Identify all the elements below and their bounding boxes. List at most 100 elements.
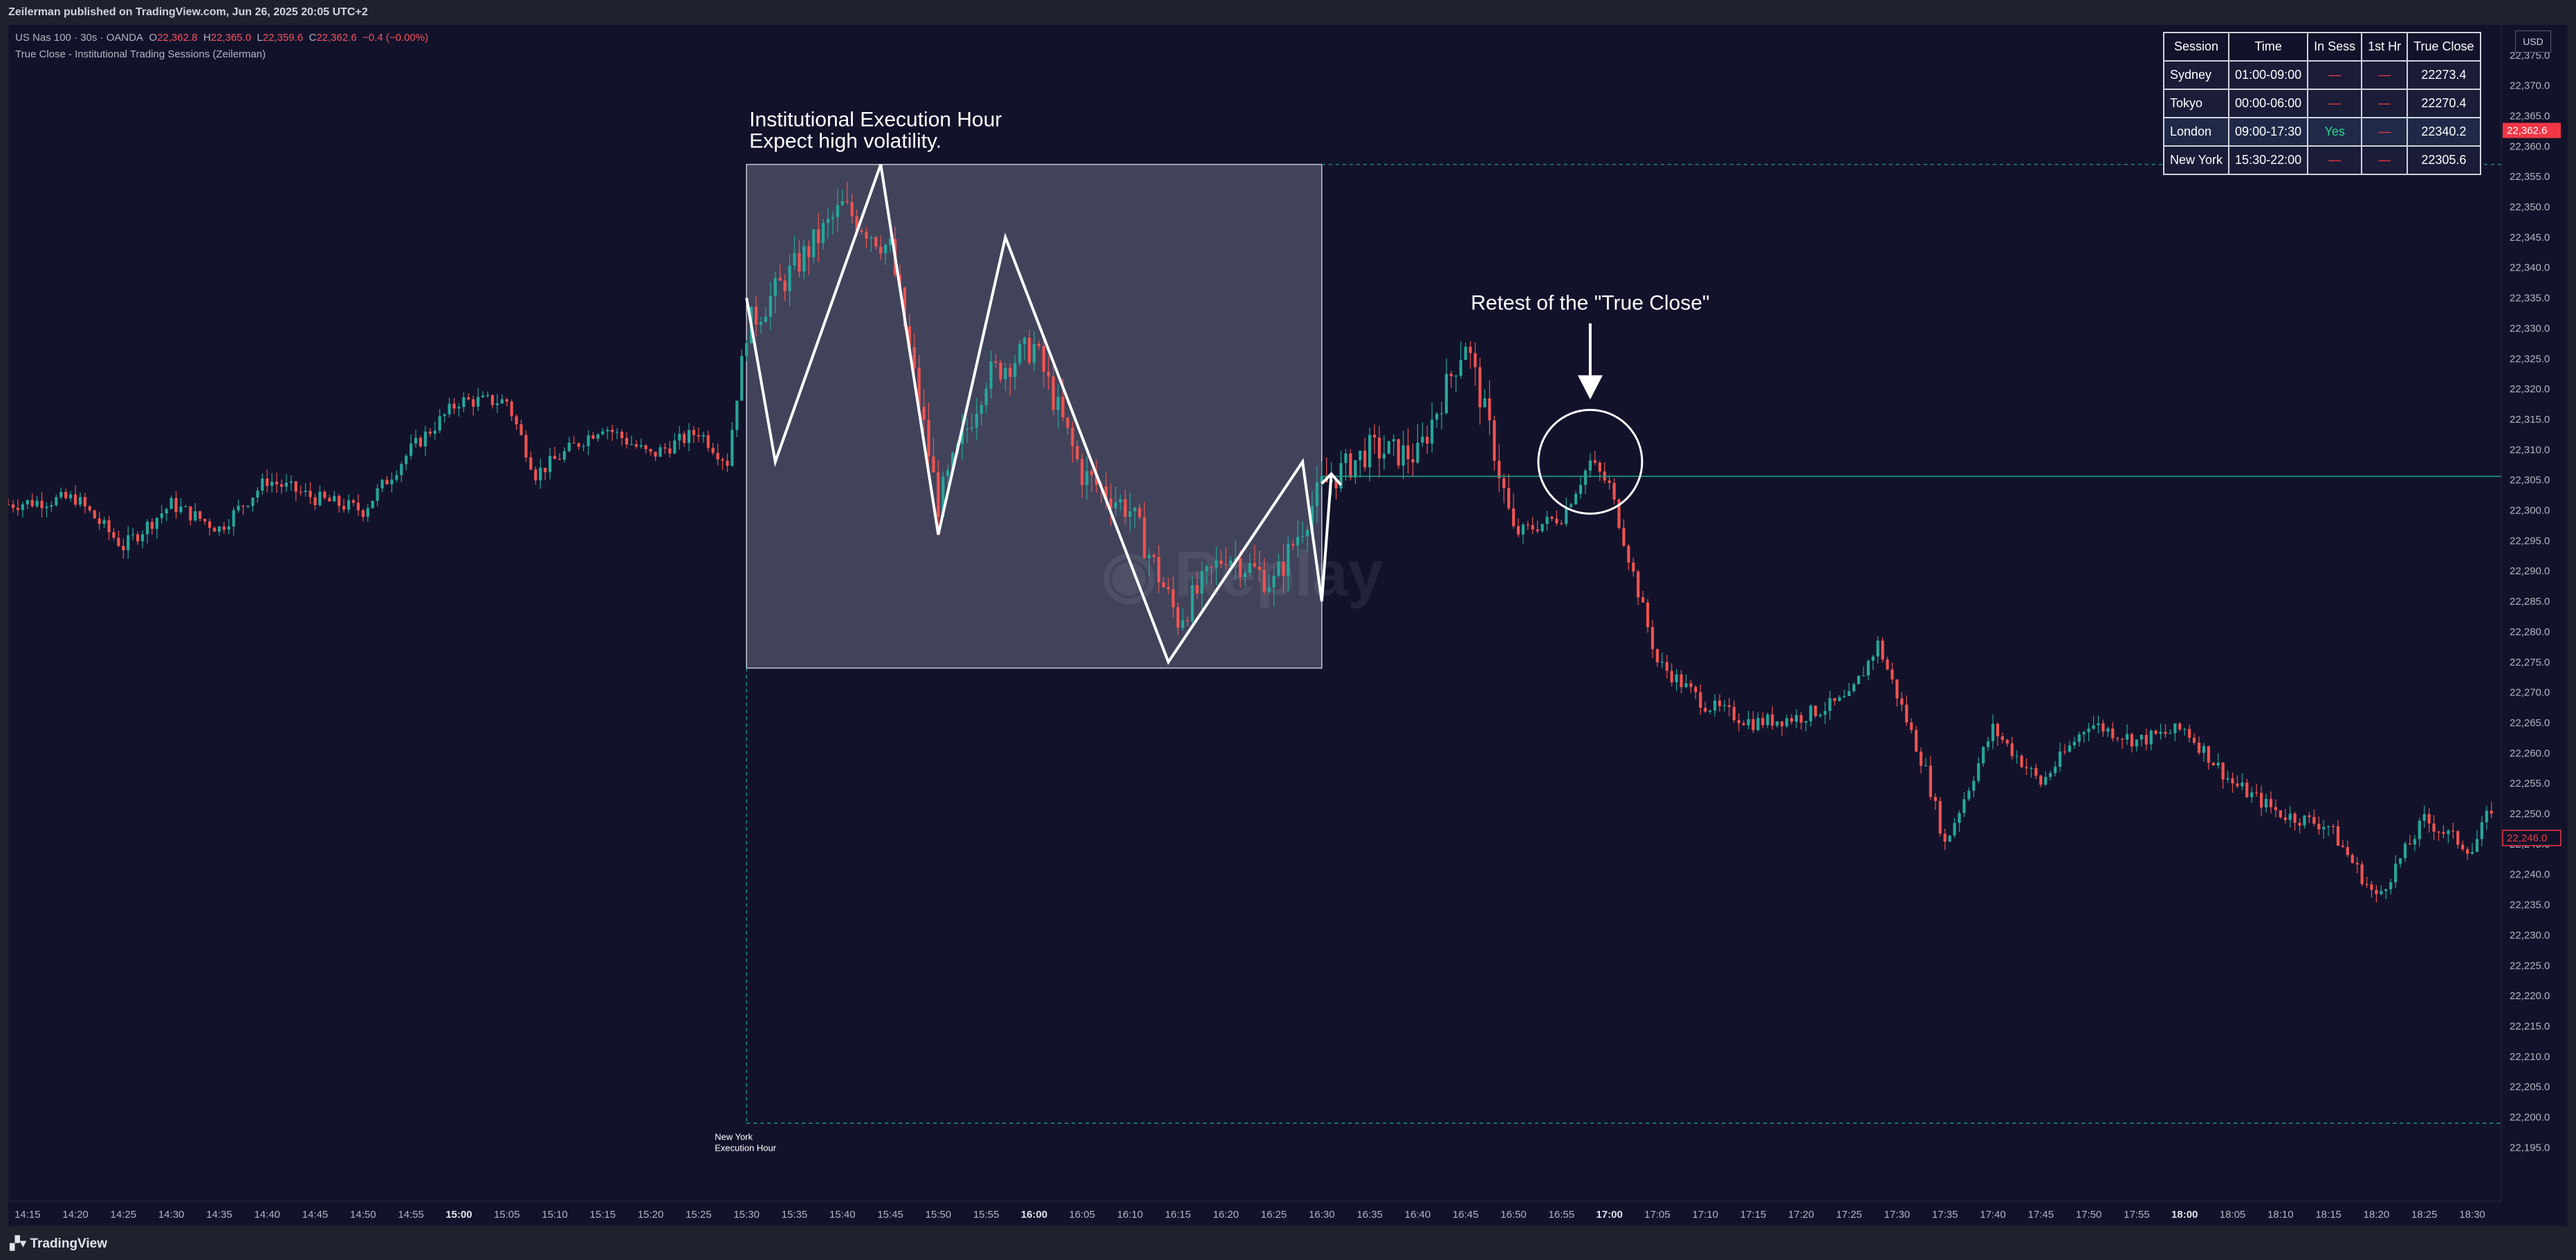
candle-body (826, 219, 830, 223)
time-axis[interactable] (8, 1201, 2501, 1226)
candle-body (2317, 823, 2321, 830)
candle-body (1287, 544, 1290, 576)
candle-body (1881, 640, 1884, 660)
candle-body (414, 437, 418, 444)
candle-body (1838, 697, 1841, 701)
zigzag-path[interactable] (745, 163, 1333, 666)
y-tick-label: 22,210.0 (2510, 1051, 2550, 1063)
candle-body (1905, 704, 1908, 723)
candle-body (2221, 763, 2225, 780)
zigzag-arrowhead (1321, 471, 1343, 486)
price-axis[interactable] (2501, 25, 2568, 1226)
retest-circle[interactable] (1537, 408, 1644, 515)
candle-body (1080, 459, 1084, 486)
candle-body (1713, 700, 1717, 711)
candle-body (1411, 459, 1415, 463)
candle-body (1699, 692, 1702, 708)
currency-button[interactable]: USD (2515, 30, 2551, 53)
candle-body (2130, 733, 2134, 747)
candle-body (227, 526, 230, 530)
candle-body (1732, 706, 1736, 720)
candle-body (1675, 674, 1678, 683)
symbol-name[interactable]: US Nas 100 · 30s · OANDA (15, 32, 144, 44)
candle-body (21, 504, 24, 510)
tradingview-logo[interactable]: ▞▾ TradingView (10, 1236, 107, 1252)
candle-body (778, 277, 782, 281)
candle-body (984, 388, 988, 405)
candle-body (1051, 376, 1055, 410)
candle-body (1387, 441, 1390, 454)
candle-body (1579, 484, 1583, 494)
x-tick-label: 18:30 (2459, 1209, 2485, 1221)
publish-header: Zeilerman published on TradingView.com, … (0, 0, 2576, 25)
candle-body (261, 478, 264, 491)
candle-body (1426, 437, 1429, 444)
candle-body (1377, 437, 1381, 459)
candle-body (160, 513, 163, 518)
candle-body (2135, 739, 2139, 747)
candle-body (2350, 855, 2354, 864)
candle-body (591, 435, 595, 439)
candle-body (410, 444, 413, 456)
publish-line: Zeilerman published on TradingView.com, … (8, 6, 368, 18)
execution-hour-box[interactable] (746, 163, 1323, 669)
current-price-tag[interactable] (2503, 122, 2561, 138)
x-tick-label: 17:55 (2124, 1209, 2150, 1221)
candle-body (1056, 396, 1060, 410)
candle-body (548, 455, 552, 473)
candle-body (2355, 863, 2359, 865)
indicator-name[interactable]: True Close - Institutional Trading Sessi… (15, 48, 266, 60)
marker-price-tag[interactable] (2502, 830, 2561, 846)
indicator-legend[interactable]: True Close - Institutional Trading Sessi… (15, 48, 266, 60)
table-row-tokyo: Tokyo 00:00-06:00 — — 22270.4 (2162, 89, 2481, 118)
candle-body (1382, 453, 1386, 459)
candle-body (683, 434, 686, 444)
y-tick-label: 22,255.0 (2510, 778, 2550, 789)
cell-first-hr: — (2361, 145, 2409, 175)
candle-body (534, 469, 537, 481)
candle-body (1809, 705, 1812, 722)
y-tick-label: 22,370.0 (2510, 80, 2550, 92)
candle-body (1560, 523, 1563, 524)
y-tick-label: 22,335.0 (2510, 293, 2550, 304)
candle-body (2447, 830, 2450, 834)
candle-body (937, 472, 940, 517)
candle-body (2408, 843, 2412, 845)
candle-body (912, 347, 916, 368)
candle-body (2144, 735, 2148, 745)
candle-body (1593, 460, 1597, 463)
candle-body (1363, 450, 1367, 468)
candle-body (1545, 516, 1549, 524)
cell-in-sess: — (2307, 89, 2363, 118)
candle-body (1200, 571, 1204, 594)
candle-body (165, 509, 168, 514)
candle-body (1933, 796, 1937, 801)
candle-body (1181, 620, 1184, 628)
candle-body (1071, 428, 1074, 446)
x-tick-label: 18:15 (2315, 1209, 2342, 1221)
candle-body (1138, 507, 1141, 518)
symbol-legend[interactable]: US Nas 100 · 30s · OANDA O22,362.8 H22,3… (15, 32, 428, 44)
candle-body (1689, 683, 1693, 687)
candle-body (2375, 890, 2378, 895)
candle-body (1095, 475, 1098, 485)
candle-body (2072, 742, 2076, 746)
candle-body (1143, 517, 1146, 558)
candle-body (1215, 560, 1218, 568)
cell-session: New York (2162, 145, 2230, 175)
candle-body (2116, 738, 2119, 740)
candle-body (2465, 849, 2469, 854)
candle-body (1291, 544, 1295, 546)
candle-body (1962, 799, 1966, 814)
candle-body (1372, 435, 1377, 438)
candle-body (16, 507, 19, 510)
candle-body (879, 246, 883, 254)
candle-body (730, 430, 734, 466)
candle-body (1924, 765, 1928, 767)
candle-body (1243, 572, 1247, 578)
y-tick-label: 22,200.0 (2510, 1112, 2550, 1124)
candle-body (2068, 745, 2071, 752)
chart-pane[interactable]: ◉ Replay New York Execution Hour Instituti… (8, 25, 2568, 1226)
candle-body (606, 430, 609, 432)
